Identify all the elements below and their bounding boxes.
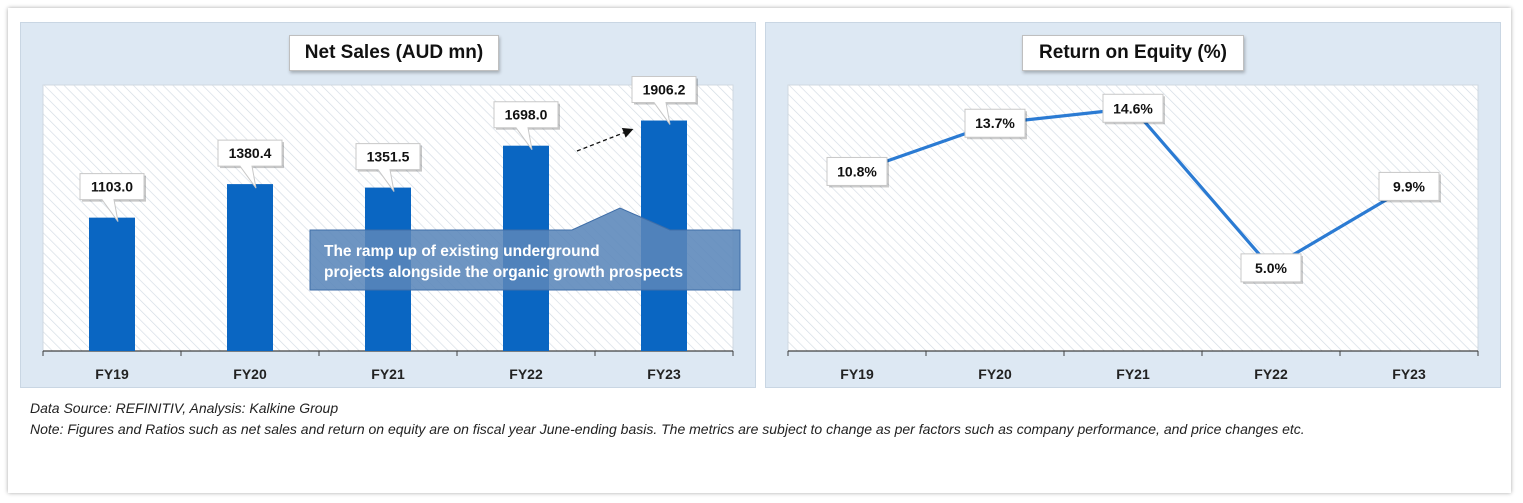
bar-value-label: 1380.4 [217,139,284,189]
footer: Data Source: REFINITIV, Analysis: Kalkin… [30,398,1490,440]
bar-value-label: 1103.0 [79,173,146,222]
x-tick-label: FY23 [1392,366,1426,382]
chart-frame: FY19 FY20 FY21 FY22 FY23 The ramp up of exist… [8,8,1511,493]
annotation-text-line: projects alongside the organic growth pr… [324,264,683,281]
x-tick-label: FY19 [840,366,874,382]
plot-area [787,84,1479,352]
data-label: 1698.0 [505,107,548,123]
x-tick-label: FY21 [371,366,405,382]
bar [89,217,135,351]
footer-source: Data Source: REFINITIV, Analysis: Kalkin… [30,400,339,416]
bar-value-label: 1351.5 [355,143,422,192]
data-label: 9.9% [1393,178,1425,194]
data-label: 1351.5 [367,149,410,165]
x-tick-label: FY23 [647,366,681,382]
footer-note: Note: Figures and Ratios such as net sal… [30,421,1305,437]
bar [227,184,273,351]
data-label: 10.8% [837,163,877,179]
roe-value-label: 13.7% [964,108,1027,140]
x-tick-label: FY19 [95,366,129,382]
roe-title: Return on Equity (%) [1022,35,1244,71]
x-tick-label: FY22 [1254,366,1288,382]
roe-value-label: 10.8% [826,156,889,188]
x-tick-label: FY22 [509,366,543,382]
net-sales-title: Net Sales (AUD mn) [289,35,499,71]
net-sales-chart: FY19 FY20 FY21 FY22 FY23 The ramp up of exist… [42,76,741,382]
roe-chart: FY19 FY20 FY21 FY22 FY23 10.8% 13.7% 14.6% 5.0% 9… [787,84,1479,382]
bar-value-label: 1906.2 [631,76,698,125]
x-tick-label: FY20 [978,366,1012,382]
growth-arrow [576,127,634,152]
data-label: 14.6% [1113,100,1153,116]
annotation-text-line: The ramp up of existing underground [324,243,600,260]
roe-panel: FY19 FY20 FY21 FY22 FY23 10.8% 13.7% 14.6% 5.0% 9… [765,22,1501,388]
data-label: 13.7% [975,115,1015,131]
roe-value-label: 5.0% [1240,253,1303,284]
bar-value-label: 1698.0 [493,101,560,150]
data-label: 5.0% [1255,260,1287,276]
net-sales-panel: FY19 FY20 FY21 FY22 FY23 The ramp up of exist… [20,22,756,388]
roe-value-label: 9.9% [1378,171,1441,203]
annotation-callout: The ramp up of existing underground proje… [309,207,741,291]
data-label: 1103.0 [91,179,133,195]
x-tick-label: FY21 [1116,366,1150,382]
x-tick-label: FY20 [233,366,267,382]
data-label: 1380.4 [229,145,272,161]
roe-value-label: 14.6% [1102,93,1165,125]
data-label: 1906.2 [643,82,686,98]
